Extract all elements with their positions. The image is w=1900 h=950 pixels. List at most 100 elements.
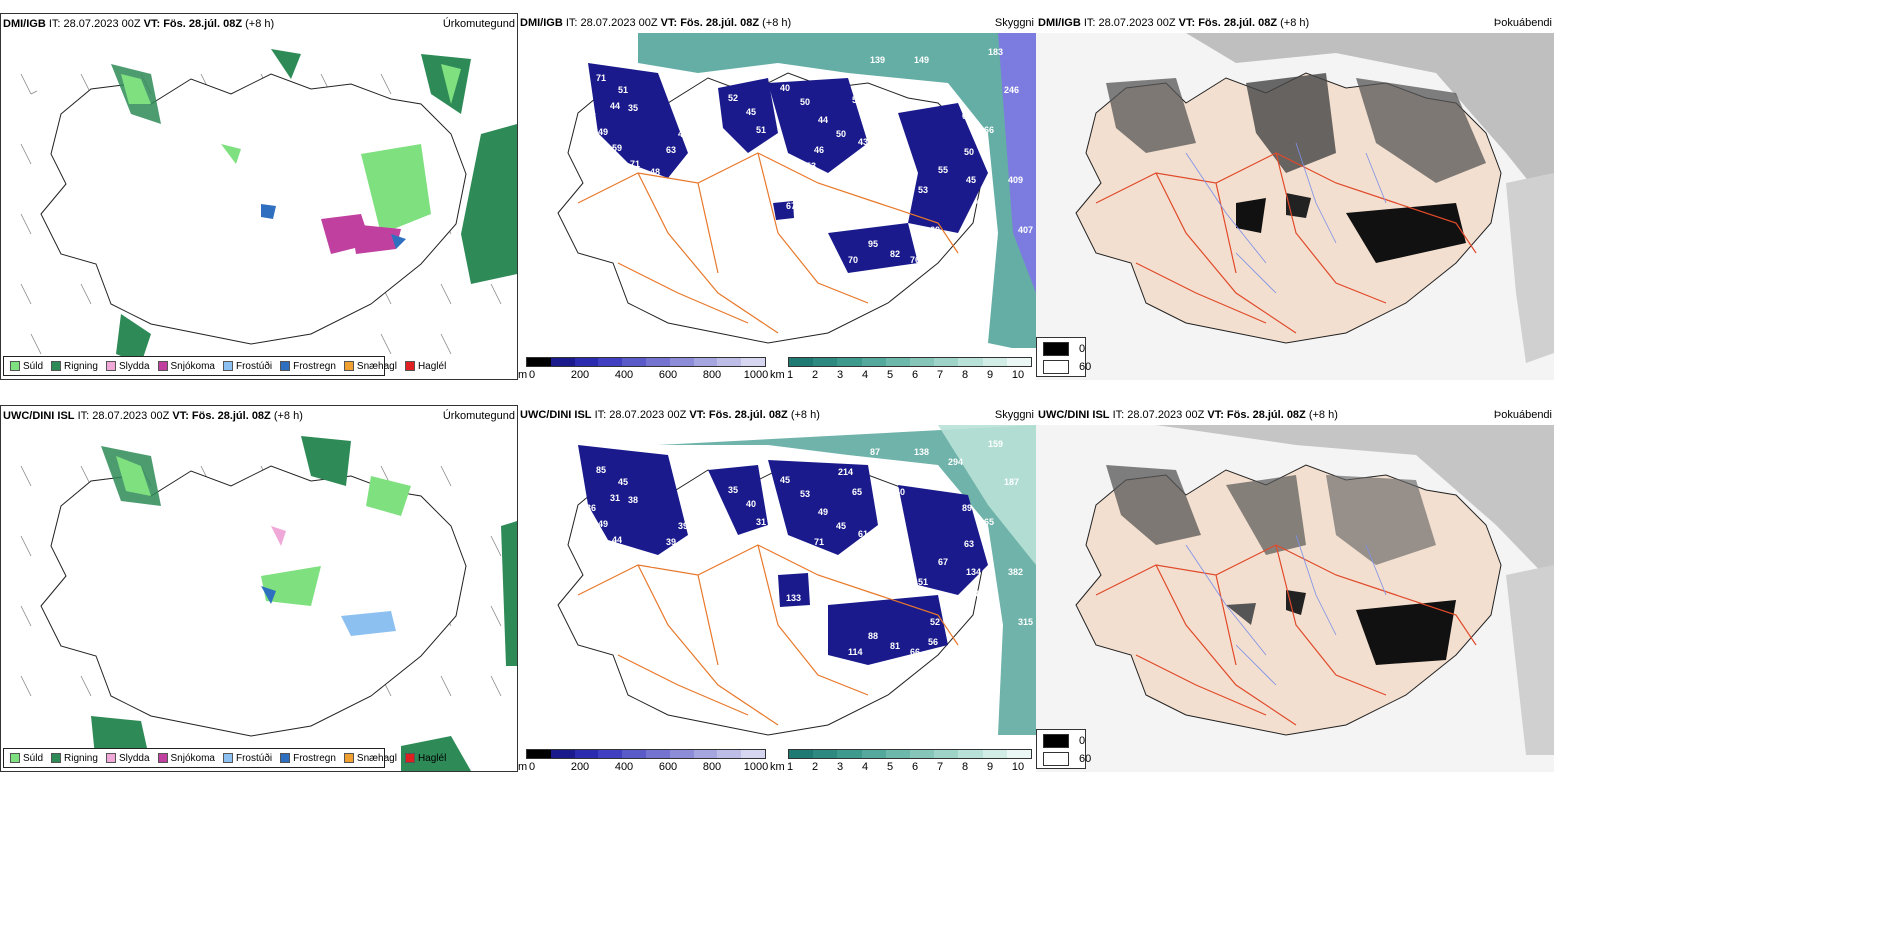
cloud-height-label: 65 — [852, 487, 862, 497]
cloud-height-label: 56 — [928, 637, 938, 647]
cloud-height-label: 66 — [984, 125, 994, 135]
cloud-height-label: 43 — [858, 137, 868, 147]
colorbar-tick: 400 — [614, 761, 634, 772]
cloud-height-label: 61 — [858, 529, 868, 539]
colorbar-swatch — [693, 750, 718, 758]
colorbar-swatch — [574, 750, 599, 758]
colorbar-tick: 200 — [570, 761, 590, 772]
legend-item: Snæhagl — [343, 361, 397, 372]
colorbar-tick: 5 — [886, 369, 894, 380]
colorbar-swatch — [958, 358, 983, 366]
colorbar-swatch — [982, 750, 1007, 758]
colorbar-tick: 200 — [570, 369, 590, 380]
cloud-height-label: 63 — [964, 539, 974, 549]
model-name: DMI/IGB — [1038, 17, 1081, 29]
cloud-panel-row1: DMI/IGB IT: 28.07.2023 00Z VT: Fös. 28.j… — [518, 13, 1036, 380]
colorbar-tick: 800 — [702, 369, 722, 380]
colorbar-unit: km — [770, 761, 785, 772]
legend-item: Slydda — [105, 753, 150, 764]
cloud-height-label: 71 — [630, 159, 640, 169]
cloud-height-label: 53 — [806, 161, 816, 171]
colorbar-tick: 1000 — [743, 761, 769, 772]
model-name: UWC/DINI ISL — [1038, 409, 1110, 421]
cloud-height-label: 139 — [870, 55, 885, 65]
panel-title: Úrkomutegund — [442, 18, 515, 30]
cloud-height-label: 38 — [628, 495, 638, 505]
legend-swatch — [343, 361, 354, 371]
colorbar-tick: 8 — [961, 369, 969, 380]
colorbar-swatch — [527, 750, 551, 758]
cloud-height-label: 70 — [848, 255, 858, 265]
cloud-height-label: 114 — [848, 647, 863, 657]
cloud-height-label: 67 — [962, 111, 972, 121]
cloud-height-label: 43 — [678, 129, 688, 139]
precip-type-legend: Súld Rigning Slydda Snjókoma Frostúði Fr… — [3, 356, 446, 376]
colorbar-tick: 1000 — [743, 369, 769, 380]
colorbar-tick: 400 — [614, 369, 634, 380]
model-name: UWC/DINI ISL — [520, 409, 592, 421]
cloud-height-label: 407 — [1018, 225, 1033, 235]
panel-title: Þokuábendi — [1493, 409, 1552, 421]
panel-header: UWC/DINI ISL IT: 28.07.2023 00Z VT: Fös.… — [518, 405, 1036, 425]
cloud-height-label: 50 — [836, 129, 846, 139]
iceland-outline — [40, 73, 467, 345]
cloud-height-label: 66 — [928, 245, 938, 255]
cloud-height-label: 133 — [786, 593, 801, 603]
cloud-height-label: 53 — [650, 559, 660, 569]
cloud-height-label: 49 — [818, 507, 828, 517]
fog-map — [1036, 425, 1554, 772]
cloud-height-label: 55 — [630, 551, 640, 561]
cloud-height-label: 40 — [780, 83, 790, 93]
colorbar-unit: m — [518, 761, 528, 772]
colorbar-swatch — [789, 750, 814, 758]
fog-tick: 0 — [1079, 343, 1086, 355]
colorbar-swatches — [788, 749, 1032, 759]
cloud-height-label: 138 — [914, 447, 929, 457]
cloud-height-label: 52 — [728, 93, 738, 103]
cloud-height-label: 53 — [800, 489, 810, 499]
precip-type-legend: Súld Rigning Slydda Snjókoma Frostúði Fr… — [3, 748, 446, 768]
cloud-height-label: 44 — [818, 115, 828, 125]
colorbar-swatch — [837, 750, 862, 758]
panel-title: Skyggni — [994, 17, 1034, 29]
cloud-panel-row2: UWC/DINI ISL IT: 28.07.2023 00Z VT: Fös.… — [518, 405, 1036, 772]
lead-time: (+8 h) — [1308, 409, 1338, 421]
cloud-map: 85 45 31 38 36 49 44 55 53 39 39 35 40 31 45 53 49 45 71 65… — [518, 425, 1036, 740]
cloud-map: 71 51 44 35 63 49 59 71 48 63 43 52 45 51 40 50 44 50 46 57… — [518, 33, 1036, 348]
cloud-height-label: 409 — [1008, 175, 1023, 185]
cloud-height-label: 44 — [612, 535, 622, 545]
colorbar-swatch — [837, 358, 862, 366]
init-time: IT: 28.07.2023 00Z — [77, 410, 170, 422]
colorbar-swatch — [1006, 358, 1032, 366]
valid-time: VT: Fös. 28.júl. 08Z — [1178, 17, 1278, 29]
visibility-colorbar: km 1 2 3 4 5 6 7 8 9 10 — [770, 357, 1036, 380]
cloud-height-label: 159 — [988, 439, 1003, 449]
cloud-height-label: 187 — [1004, 477, 1019, 487]
init-time: IT: 28.07.2023 00Z — [594, 409, 687, 421]
cloud-height-label: 49 — [598, 127, 608, 137]
valid-time: VT: Fös. 28.júl. 08Z — [143, 18, 243, 30]
model-name: DMI/IGB — [3, 18, 46, 30]
colorbar-swatch — [598, 358, 623, 366]
panel-title: Þokuábendi — [1493, 17, 1552, 29]
fog-tick: 60 — [1079, 753, 1092, 765]
low-cloud-areas — [578, 445, 988, 665]
cloud-height-label: 31 — [756, 517, 766, 527]
cloud-height-label: 45 — [836, 521, 846, 531]
legend-item: Haglél — [404, 753, 446, 764]
cloud-base-colorbar: m 0 200 400 600 800 1000 — [518, 357, 768, 380]
colorbar-tick: 10 — [1011, 761, 1025, 772]
cloud-height-label: 315 — [1018, 617, 1033, 627]
cloud-height-label: 66 — [910, 647, 920, 657]
colorbar-swatch — [982, 358, 1007, 366]
colorbar-tick: 9 — [986, 761, 994, 772]
cloud-height-label: 59 — [612, 143, 622, 153]
cloud-height-label: 88 — [868, 631, 878, 641]
cloud-height-label: 63 — [586, 111, 596, 121]
lead-time: (+8 h) — [273, 410, 303, 422]
cloud-height-label: 51 — [756, 125, 766, 135]
legend-item: Frostúði — [222, 361, 272, 372]
cloud-height-label: 134 — [966, 567, 981, 577]
road-network — [577, 152, 959, 334]
cloud-height-label: 146 — [806, 553, 821, 563]
